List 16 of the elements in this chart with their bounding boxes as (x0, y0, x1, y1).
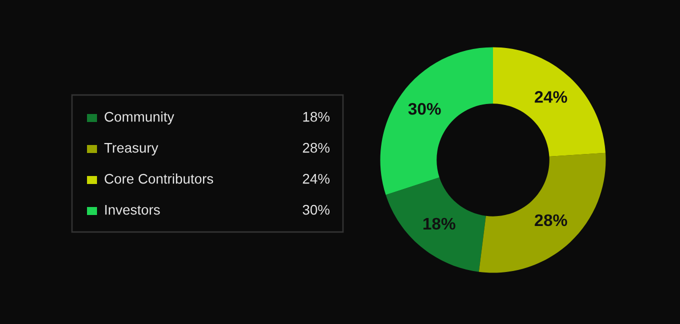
data-label: 18% (423, 218, 456, 230)
data-label: 30% (408, 102, 441, 115)
legend-label: Core Contributors (104, 174, 214, 184)
donut-slice (493, 47, 606, 156)
data-label: 24% (534, 91, 568, 103)
donut-slice (380, 47, 493, 195)
donut-slice (478, 152, 606, 273)
legend-label: Investors (105, 205, 160, 215)
text: 28% (302, 142, 330, 153)
text: 18% (303, 112, 330, 122)
legend-label: Community (104, 112, 174, 124)
donut-slice (386, 177, 486, 272)
data-label: 28% (534, 214, 568, 226)
text: 30% (302, 204, 330, 215)
legend-label: Treasury (104, 143, 158, 156)
text: 24% (302, 174, 330, 184)
